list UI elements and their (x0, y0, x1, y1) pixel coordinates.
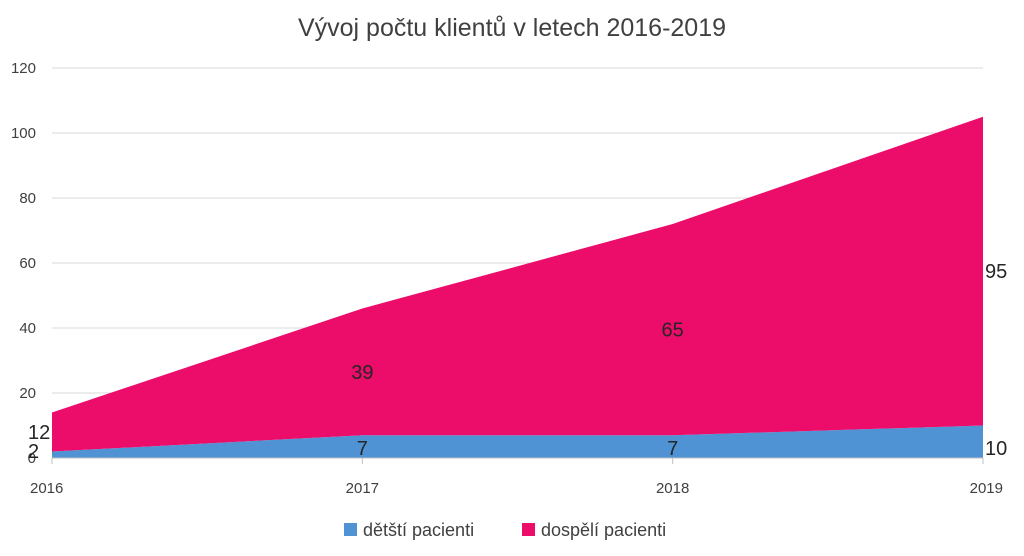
legend-swatch-1 (344, 523, 357, 536)
y-tick-label-60: 60 (19, 255, 36, 272)
x-tick-label-2019: 2019 (970, 480, 1003, 497)
data-labels: 2 7 7 10 12 39 65 95 (28, 261, 1007, 463)
y-tick-label-0: 0 (28, 450, 36, 467)
x-tick-label-2016: 2016 (30, 480, 63, 497)
legend-item-1: dětští pacienti (344, 520, 474, 540)
legend: dětští pacienti dospělí pacienti (344, 520, 666, 540)
legend-label-1: dětští pacienti (363, 520, 474, 540)
chart-title: Vývoj počtu klientů v letech 2016-2019 (298, 14, 726, 42)
area-series-2 (52, 116, 983, 452)
y-tick-label-100: 100 (11, 125, 36, 142)
data-label-s2-2016: 12 (28, 422, 50, 444)
legend-item-2: dospělí pacienti (522, 520, 666, 540)
data-label-s2-2018: 65 (662, 320, 684, 342)
y-tick-label-40: 40 (19, 320, 36, 337)
y-tick-label-120: 120 (11, 60, 36, 77)
x-axis: 2016 2017 2018 2019 (30, 457, 1003, 497)
data-label-s1-2018: 7 (667, 438, 678, 460)
x-tick-label-2017: 2017 (346, 480, 379, 497)
y-tick-label-80: 80 (19, 190, 36, 207)
area-series-1 (52, 425, 983, 458)
data-label-s1-2019: 10 (985, 438, 1007, 460)
data-label-s2-2019: 95 (985, 261, 1007, 283)
y-tick-label-20: 20 (19, 385, 36, 402)
legend-swatch-2 (522, 523, 535, 536)
legend-label-2: dospělí pacienti (541, 520, 666, 540)
plot-area (52, 116, 983, 458)
y-axis: 0 20 40 60 80 100 120 (11, 60, 36, 467)
data-label-s1-2017: 7 (357, 438, 368, 460)
data-label-s2-2017: 39 (351, 362, 373, 384)
x-tick-label-2018: 2018 (656, 480, 689, 497)
data-label-s1-2016: 2 (28, 441, 39, 463)
